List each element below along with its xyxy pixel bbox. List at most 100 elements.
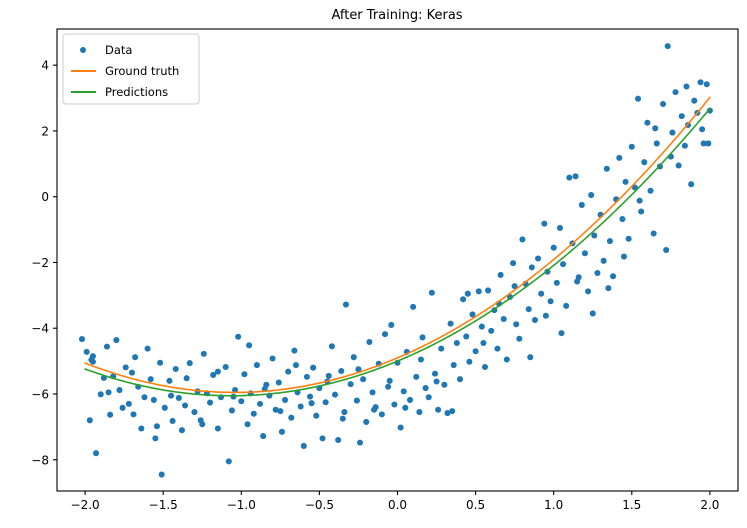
data-point xyxy=(335,436,342,444)
data-point xyxy=(322,399,329,406)
data-point xyxy=(200,350,207,357)
data-point xyxy=(175,394,182,401)
data-point xyxy=(103,343,111,350)
data-point xyxy=(481,363,489,371)
chart-title: After Training: Keras xyxy=(331,8,462,23)
y-tick-label: −4 xyxy=(31,322,49,336)
data-point xyxy=(431,370,439,377)
data-point xyxy=(535,255,542,262)
data-point xyxy=(353,397,360,404)
data-point xyxy=(153,423,160,430)
data-point xyxy=(589,310,596,317)
data-point xyxy=(183,375,190,382)
data-point xyxy=(419,334,426,341)
data-point xyxy=(166,377,173,384)
data-point xyxy=(410,303,417,310)
data-point xyxy=(581,250,588,257)
data-point xyxy=(339,415,346,422)
data-point xyxy=(313,412,320,419)
legend-label: Ground truth xyxy=(105,64,179,78)
data-point xyxy=(297,403,304,410)
data-point xyxy=(232,387,239,394)
legend-label: Data xyxy=(105,43,132,57)
data-point xyxy=(644,119,651,126)
data-point xyxy=(291,347,298,354)
y-tick-label: 4 xyxy=(41,59,49,73)
data-point xyxy=(538,290,545,297)
data-point xyxy=(541,220,548,227)
data-point xyxy=(480,339,487,347)
data-point xyxy=(691,97,698,104)
data-point xyxy=(588,192,595,199)
data-point xyxy=(325,372,332,379)
data-point xyxy=(542,312,549,319)
data-point xyxy=(688,181,695,188)
data-point xyxy=(269,355,276,362)
data-point xyxy=(186,360,193,367)
data-point xyxy=(260,433,267,440)
data-point xyxy=(282,396,289,403)
data-point xyxy=(328,343,335,350)
data-point xyxy=(456,376,464,383)
data-point xyxy=(214,425,221,432)
data-point xyxy=(230,393,237,400)
data-point xyxy=(97,391,104,398)
data-point xyxy=(464,290,471,297)
data-point xyxy=(563,302,570,309)
chart-legend[interactable]: Data Ground truth Predictions xyxy=(62,33,200,105)
data-point xyxy=(531,316,538,324)
data-point xyxy=(350,354,357,361)
y-tick-label: −8 xyxy=(31,453,49,467)
line-series-ground-truth xyxy=(84,96,711,394)
data-point xyxy=(86,417,93,424)
data-point xyxy=(683,83,690,90)
data-point xyxy=(132,354,139,361)
data-point xyxy=(119,404,126,411)
data-point xyxy=(246,342,253,349)
y-axis-ticks: 4 2 0 −2 −4 −6 −8 xyxy=(31,59,57,467)
data-point xyxy=(89,358,96,365)
data-point xyxy=(485,287,492,294)
data-point xyxy=(438,345,445,352)
x-tick-label: 1.5 xyxy=(622,498,641,512)
data-point xyxy=(381,331,389,338)
data-point xyxy=(128,369,136,376)
data-point xyxy=(478,323,485,330)
data-point xyxy=(116,387,123,394)
data-point xyxy=(466,358,473,365)
data-point xyxy=(547,298,554,305)
data-point xyxy=(444,410,451,417)
scatter-series-data xyxy=(78,43,713,478)
data-point xyxy=(125,400,132,407)
data-point xyxy=(347,381,354,388)
data-point xyxy=(638,208,645,215)
data-point xyxy=(558,330,565,337)
data-point xyxy=(278,428,285,435)
data-point xyxy=(385,383,392,390)
data-point xyxy=(169,417,176,424)
legend-label: Predictions xyxy=(105,85,168,99)
x-tick-label: 1.0 xyxy=(544,498,563,512)
data-point xyxy=(435,406,442,413)
data-series-group xyxy=(78,43,713,478)
data-point xyxy=(228,407,235,414)
data-point xyxy=(150,396,157,403)
data-point xyxy=(157,359,164,366)
data-point xyxy=(625,235,632,242)
data-point xyxy=(550,244,557,251)
data-point xyxy=(363,418,370,425)
data-point xyxy=(191,409,198,416)
data-point xyxy=(238,398,245,405)
data-point xyxy=(413,373,420,380)
data-point xyxy=(178,427,185,434)
data-point xyxy=(594,269,601,277)
data-point xyxy=(463,333,470,340)
data-point xyxy=(441,381,448,388)
x-tick-label: −2.0 xyxy=(71,498,100,512)
data-point xyxy=(605,285,612,292)
data-point xyxy=(275,379,282,386)
data-point xyxy=(416,409,423,416)
data-point xyxy=(210,371,217,378)
